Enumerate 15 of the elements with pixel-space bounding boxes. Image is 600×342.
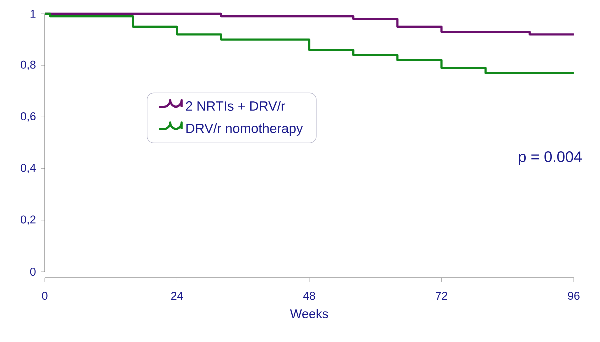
x-axis-title: Weeks — [290, 309, 328, 319]
x-tick-label: 24 — [172, 292, 184, 300]
x-tick-label: 0 — [42, 292, 48, 300]
y-tick-label: 0,2 — [20, 216, 36, 226]
x-tick-label: 48 — [303, 292, 316, 300]
y-tick-label: 0,8 — [20, 60, 36, 70]
y-tick-label: 0,6 — [20, 112, 36, 122]
y-tick-label: 0,4 — [20, 164, 36, 174]
legend-label: 2 NRTIs + DRV/r — [186, 101, 286, 111]
x-tick-label: 72 — [436, 292, 448, 300]
x-tick-label: 96 — [568, 292, 580, 300]
y-tick-label: 1 — [30, 10, 36, 18]
y-tick-label: 0 — [30, 268, 36, 276]
annotation: p = 0.004 — [519, 152, 582, 166]
legend-label: DRV/r nomotherapy — [186, 124, 304, 136]
